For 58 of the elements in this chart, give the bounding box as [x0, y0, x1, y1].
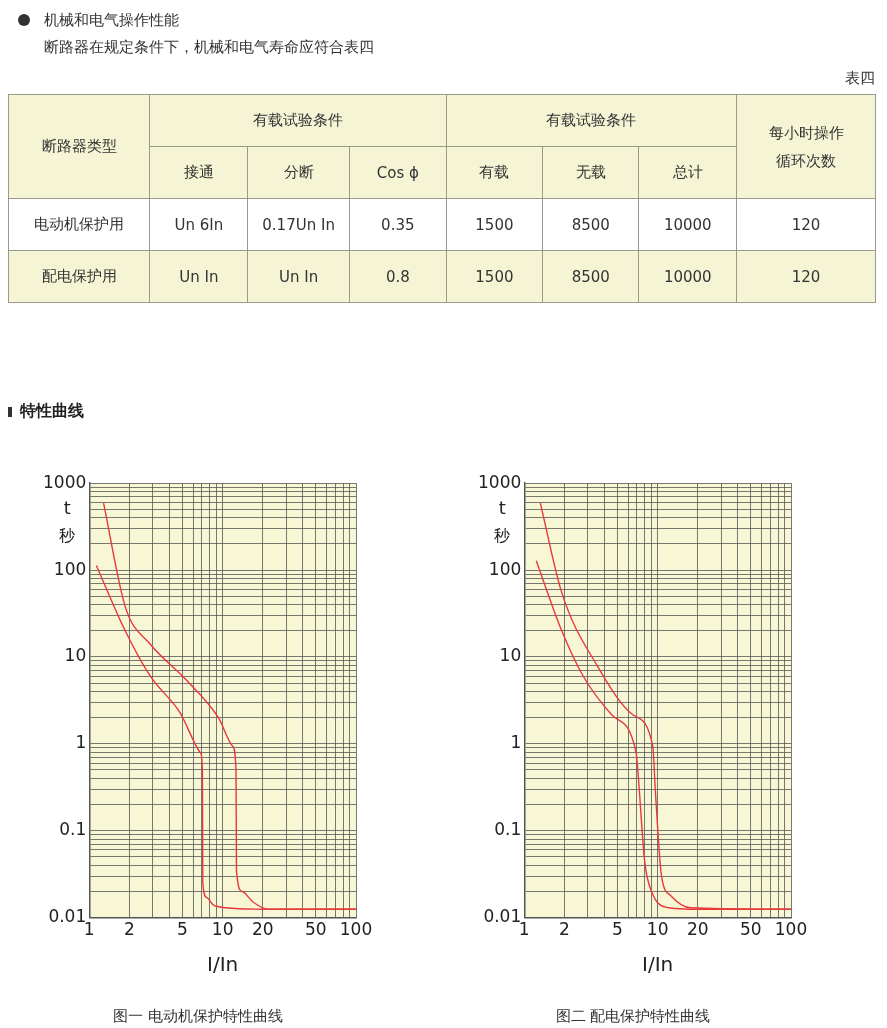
text: 1500: [446, 198, 543, 251]
y-tick-label: 100: [53, 558, 87, 579]
text: 图二 配电保护特性曲线: [555, 1006, 711, 1025]
text: 0.35: [349, 198, 447, 251]
text: Un In: [149, 250, 248, 303]
text: 配电保护用: [8, 250, 150, 303]
text: 120: [736, 250, 876, 303]
y-tick-label: 0.1: [58, 819, 87, 840]
y-tick-label: 1000: [478, 471, 522, 492]
text: 有载: [446, 146, 543, 199]
x-tick-label: 10: [647, 919, 669, 940]
text: 表四: [844, 69, 875, 88]
y-tick-label: 1000: [42, 471, 87, 492]
y-tick-label: 10: [64, 645, 87, 666]
text: 120: [736, 198, 876, 251]
text: Un 6In: [149, 198, 248, 251]
text: 0.17Un In: [247, 198, 350, 251]
text: 机械和电气操作性能: [44, 10, 179, 30]
text: 10000: [638, 250, 737, 303]
y-axis-title: t 秒: [494, 496, 511, 546]
y-tick-label: 100: [489, 558, 522, 579]
x-tick-label: 50: [740, 919, 762, 940]
y-axis-title: t 秒: [59, 496, 76, 546]
text: 8500: [542, 250, 639, 303]
text: 10000: [638, 198, 737, 251]
text: 有载试验条件: [149, 94, 447, 147]
text: 电动机保护用: [8, 198, 150, 251]
x-tick-label: 2: [123, 919, 135, 940]
text: Un In: [247, 250, 350, 303]
text: 接通: [149, 146, 248, 199]
text: 每小时操作循环次数: [767, 122, 845, 172]
text: 断路器类型: [8, 94, 150, 199]
y-tick-label: 0.1: [494, 819, 522, 840]
text: 0.8: [349, 250, 447, 303]
text: 8500: [542, 198, 639, 251]
x-axis-title: I/In: [206, 952, 238, 977]
text: 无载: [542, 146, 639, 199]
text: 1500: [446, 250, 543, 303]
x-tick-label: 5: [176, 919, 188, 940]
text: 分断: [247, 146, 350, 199]
text: 有载试验条件: [446, 94, 737, 147]
text: Cos ϕ: [349, 146, 447, 199]
text: 总计: [638, 146, 737, 199]
y-tick-label: 10: [499, 645, 522, 666]
x-tick-label: 20: [687, 919, 709, 940]
x-tick-label: 100: [775, 919, 808, 940]
x-tick-label: 10: [211, 919, 234, 940]
y-tick-label: 1: [75, 732, 87, 753]
text: 图一 电动机保护特性曲线: [112, 1006, 283, 1025]
x-tick-label: 50: [304, 919, 327, 940]
text: 特性曲线: [20, 401, 84, 422]
text: 断路器在规定条件下，机械和电气寿命应符合表四: [44, 38, 375, 57]
y-tick-label: 1: [510, 732, 522, 753]
x-axis-title: I/In: [642, 952, 674, 977]
x-tick-label: 20: [251, 919, 274, 940]
x-tick-label: 2: [559, 919, 571, 940]
x-tick-label: 5: [612, 919, 624, 940]
x-tick-label: 100: [339, 919, 372, 940]
